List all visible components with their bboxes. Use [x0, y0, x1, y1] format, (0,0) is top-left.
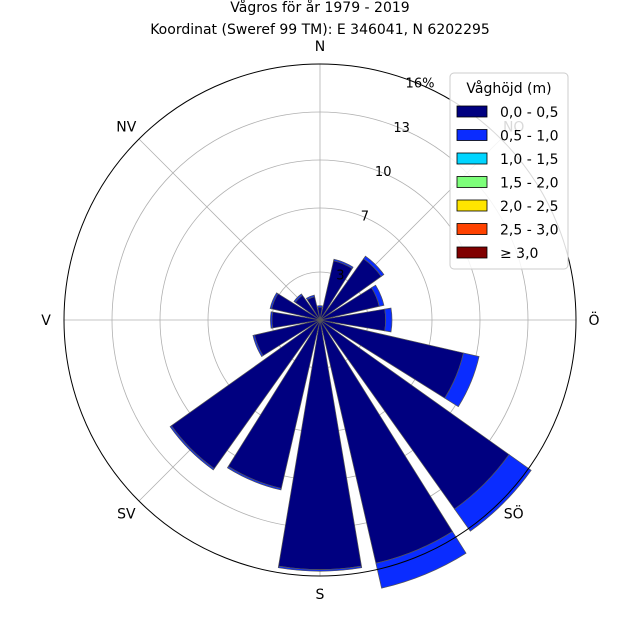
radial-tick-label: 13: [393, 121, 410, 136]
legend-label: ≥ 3,0: [500, 246, 538, 262]
rose-bar-segment: [333, 258, 354, 269]
chart-subtitle: Koordinat (Sweref 99 TM): E 346041, N 62…: [150, 22, 490, 38]
rose-bar-segment: [317, 305, 323, 308]
legend-label: 2,5 - 3,0: [500, 223, 558, 239]
legend: Våghöjd (m) 0,0 - 0,5 0,5 - 1,0 1,0 - 1,5 1,…: [449, 72, 569, 270]
legend-label: 0,0 - 0,5: [500, 105, 558, 121]
spoke-line: [138, 138, 321, 321]
legend-swatch: [456, 199, 488, 212]
axis-labels: NNOÖSÖSSVVNV37101316%: [41, 39, 599, 603]
rose-bar-segment: [371, 284, 385, 307]
rose-bar-segment: [384, 307, 393, 333]
legend-swatch: [456, 129, 488, 141]
legend-swatch: [456, 152, 488, 165]
legend-label: 1,0 - 1,5: [500, 152, 558, 168]
rose-bar-segment: [293, 293, 303, 303]
legend-box: [449, 72, 569, 270]
radial-tick-label: 10: [375, 165, 392, 180]
rose-bar-segment: [305, 294, 316, 301]
legend-label: 1,5 - 2,0: [500, 176, 558, 192]
direction-label: N: [315, 39, 325, 55]
legend-swatch: [456, 223, 488, 235]
direction-label: S: [316, 587, 325, 603]
direction-label: SV: [117, 507, 136, 523]
legend-swatch: [456, 105, 488, 118]
rose-bars: [169, 255, 532, 589]
legend-label: 2,0 - 2,5: [500, 199, 558, 215]
rose-bar-segment: [375, 531, 467, 589]
direction-label: NV: [116, 119, 136, 135]
direction-label: SÖ: [504, 505, 524, 523]
rose-bar-segment: [269, 292, 279, 310]
radial-tick-label: 16%: [406, 77, 435, 92]
direction-label: V: [41, 313, 51, 329]
direction-label: Ö: [588, 311, 599, 329]
legend-label: 0,5 - 1,0: [500, 129, 558, 145]
rose-bar-segment: [444, 352, 480, 408]
rose-bar-segment: [363, 255, 385, 277]
legend-swatch: [456, 246, 488, 259]
radial-tick-label: 7: [361, 210, 369, 225]
rose-bar-segment: [252, 334, 264, 358]
radial-tick-label: 3: [336, 269, 344, 284]
rose-bar-segment: [169, 425, 215, 471]
rose-bar-segment: [277, 565, 363, 572]
legend-title: Våghöjd (m): [466, 80, 551, 97]
polar-frame: [63, 63, 577, 577]
chart-title: Vågros för år 1979 - 2019: [230, 0, 409, 16]
rose-bar-segment: [226, 465, 282, 491]
rose-bar-segment: [454, 454, 532, 532]
rose-bar-segment: [270, 311, 274, 329]
legend-swatch: [456, 176, 488, 188]
